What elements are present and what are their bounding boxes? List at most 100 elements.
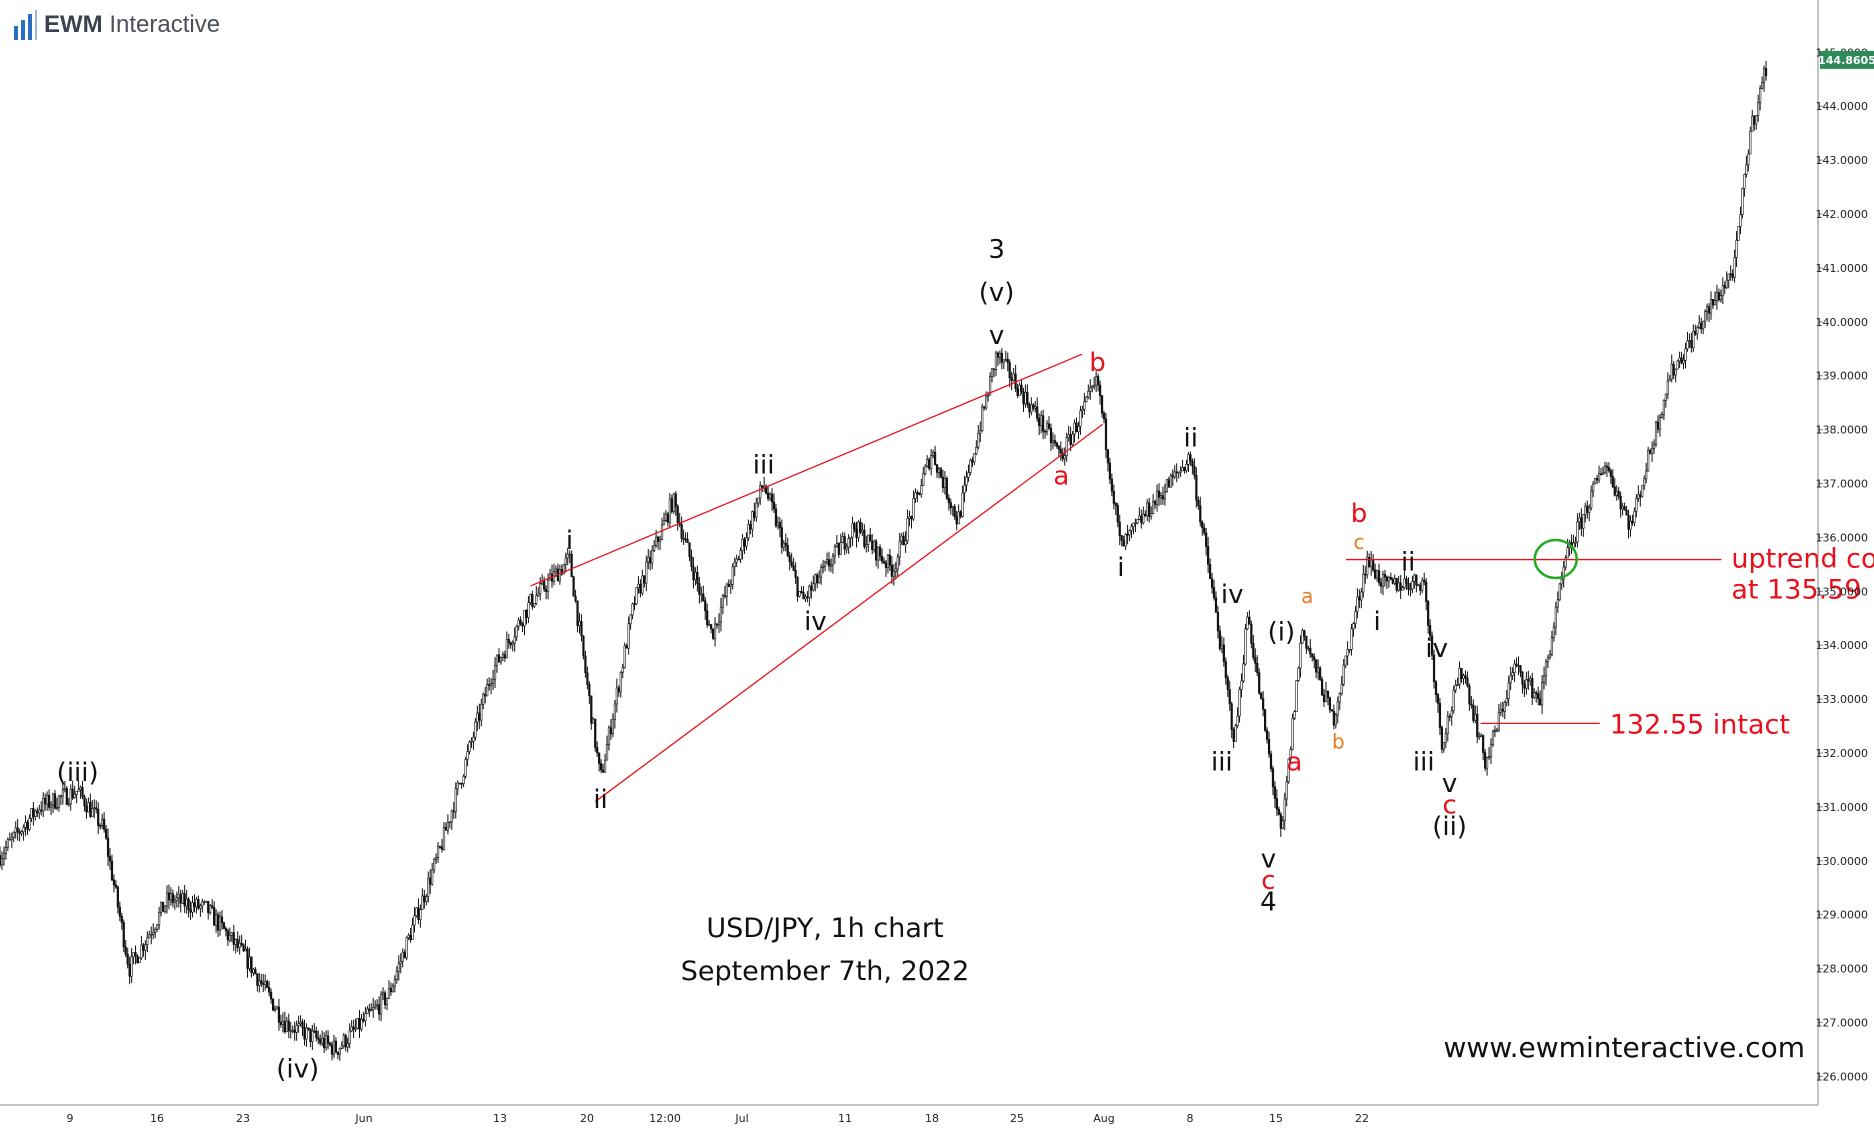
candle-body — [1267, 739, 1271, 755]
candle-body — [344, 1035, 347, 1048]
wave-label: c — [1354, 530, 1365, 554]
candle-body — [128, 963, 131, 977]
candle-body — [847, 538, 850, 548]
candle-body — [187, 898, 190, 911]
candle-body — [939, 468, 943, 478]
candle-body — [238, 942, 241, 948]
candle-body — [1482, 734, 1485, 753]
candle-body — [1440, 727, 1443, 750]
wave-label: i — [566, 526, 573, 556]
candle-body — [401, 951, 404, 962]
wave-label: c — [1261, 866, 1275, 896]
candle-body — [710, 624, 713, 630]
candle-body — [476, 712, 479, 723]
candle-body — [268, 987, 271, 993]
candle-body — [1045, 423, 1049, 433]
candle-body — [83, 796, 86, 807]
candle-body — [303, 1027, 306, 1040]
candle-body — [672, 493, 675, 512]
candle-body — [444, 826, 448, 831]
candle-body — [918, 492, 921, 496]
candle-body — [493, 665, 497, 680]
candle-body — [590, 695, 593, 724]
candle-body — [305, 1027, 308, 1040]
candle-body — [1495, 729, 1499, 732]
candle-body — [1057, 445, 1060, 450]
candle-body — [1560, 578, 1563, 585]
candle-body — [592, 718, 595, 724]
candle-body — [1611, 476, 1614, 488]
candle-body — [360, 1019, 363, 1030]
candle-body — [1470, 703, 1473, 706]
candle-body — [366, 1008, 369, 1014]
candle-body — [1507, 682, 1510, 699]
candle-body — [46, 794, 49, 805]
candle-body — [203, 901, 206, 903]
candle-body — [118, 906, 121, 917]
candle-body — [1381, 574, 1385, 587]
candle-body — [566, 553, 569, 559]
candle-body — [291, 1029, 294, 1032]
candle-body — [486, 684, 489, 697]
candle-body — [1487, 756, 1491, 759]
candle-body — [1020, 384, 1023, 393]
candle-body — [1662, 400, 1665, 415]
candle-body — [1018, 384, 1021, 396]
candle-body — [892, 571, 895, 577]
y-tick-label: 131.0000 — [1816, 801, 1869, 814]
candle-body — [1607, 467, 1610, 472]
candle-body — [900, 535, 903, 542]
candle-body — [1698, 322, 1701, 328]
candle-body — [943, 478, 946, 488]
candle-body — [73, 794, 76, 799]
candle-body — [440, 846, 444, 850]
candle-body — [1537, 693, 1540, 700]
candle-body — [1745, 164, 1748, 175]
candle-body — [539, 583, 542, 594]
candle-body — [543, 580, 546, 590]
candle-body — [411, 924, 414, 941]
x-tick-label: 15 — [1269, 1112, 1283, 1125]
candle-body — [1527, 679, 1530, 682]
candle-body — [969, 459, 972, 473]
candle-body — [955, 516, 958, 525]
x-tick-label: 23 — [236, 1112, 250, 1125]
candle-body — [1715, 292, 1719, 301]
candle-body — [633, 603, 636, 606]
candle-body — [1476, 713, 1479, 737]
level-label: uptrend confirmed — [1731, 544, 1874, 575]
website-watermark: www.ewminteractive.com — [1444, 1031, 1805, 1064]
candle-body — [1580, 517, 1583, 529]
candle-body — [1189, 454, 1192, 462]
candle-body — [1377, 570, 1381, 584]
y-tick-label: 127.0000 — [1816, 1017, 1869, 1030]
candle-body — [920, 485, 923, 496]
candle-body — [383, 992, 387, 1005]
candle-body — [639, 583, 642, 594]
candlestick-series — [0, 60, 1768, 1061]
candle-body — [729, 584, 732, 588]
candle-body — [1236, 715, 1239, 726]
candle-body — [959, 511, 962, 517]
candle-body — [1460, 667, 1463, 679]
candle-body — [1083, 401, 1086, 410]
candle-body — [14, 827, 17, 833]
candle-body — [1008, 362, 1011, 379]
candle-body — [1448, 715, 1451, 718]
candle-body — [1252, 643, 1255, 658]
candle-body — [193, 902, 196, 908]
candle-body — [1305, 635, 1308, 649]
candle-body — [1403, 578, 1406, 588]
candle-body — [415, 907, 418, 917]
candle-body — [474, 721, 477, 738]
candle-body — [725, 583, 728, 597]
candle-body — [1584, 505, 1587, 515]
candle-body — [4, 846, 7, 855]
candle-body — [1385, 576, 1388, 582]
candle-body — [1741, 188, 1744, 216]
candle-body — [1063, 455, 1066, 460]
candle-body — [436, 846, 440, 858]
candle-body — [1629, 520, 1632, 530]
candle-body — [749, 524, 752, 530]
candle-body — [859, 521, 862, 533]
